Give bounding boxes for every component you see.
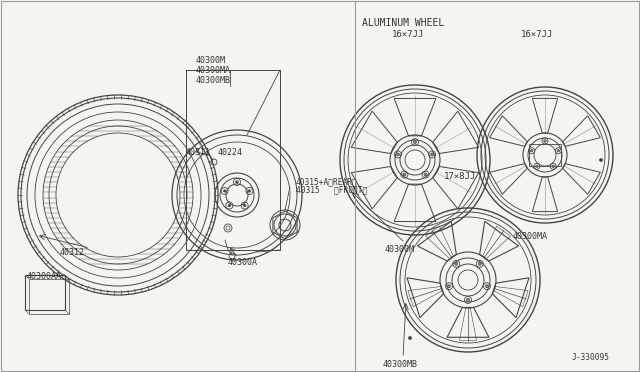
Text: J-330095: J-330095 <box>572 353 610 362</box>
Circle shape <box>557 150 559 152</box>
Circle shape <box>408 337 412 340</box>
Circle shape <box>396 153 399 156</box>
Circle shape <box>536 165 538 167</box>
Text: 40300MB: 40300MB <box>196 76 231 85</box>
Circle shape <box>531 150 533 152</box>
Circle shape <box>486 285 488 288</box>
Circle shape <box>544 140 546 142</box>
Circle shape <box>455 262 458 265</box>
Circle shape <box>243 204 246 207</box>
Circle shape <box>478 262 481 265</box>
Circle shape <box>467 298 470 301</box>
Text: 40315   （FRONT）: 40315 （FRONT） <box>296 185 367 194</box>
Text: 40300MB: 40300MB <box>383 360 418 369</box>
Text: 40300A: 40300A <box>228 258 258 267</box>
Text: 40300M: 40300M <box>385 245 415 254</box>
Circle shape <box>228 204 230 207</box>
Circle shape <box>403 173 406 176</box>
Text: 40300MA: 40300MA <box>196 66 231 75</box>
Text: 16×7JJ: 16×7JJ <box>521 30 553 39</box>
Text: 16×7JJ: 16×7JJ <box>392 30 424 39</box>
Text: ALUMINUM WHEEL: ALUMINUM WHEEL <box>362 18 444 28</box>
Circle shape <box>424 173 427 176</box>
Circle shape <box>413 141 417 144</box>
Text: 40300MA: 40300MA <box>513 232 548 241</box>
Circle shape <box>552 165 554 167</box>
Text: 17×8JJ: 17×8JJ <box>444 172 476 181</box>
Circle shape <box>223 190 226 192</box>
Text: 40300M: 40300M <box>196 56 226 65</box>
Bar <box>25 275 65 310</box>
Text: 40315+A（REAR）: 40315+A（REAR） <box>296 177 358 186</box>
Circle shape <box>431 153 434 156</box>
Bar <box>529 144 561 166</box>
Circle shape <box>600 158 602 161</box>
Circle shape <box>447 285 451 288</box>
Circle shape <box>236 181 238 183</box>
Circle shape <box>248 190 251 192</box>
Text: 40224: 40224 <box>218 148 243 157</box>
Text: 40311: 40311 <box>186 148 211 157</box>
Text: 40312: 40312 <box>60 248 85 257</box>
Bar <box>29 279 69 314</box>
Text: 40300AA: 40300AA <box>27 272 62 281</box>
